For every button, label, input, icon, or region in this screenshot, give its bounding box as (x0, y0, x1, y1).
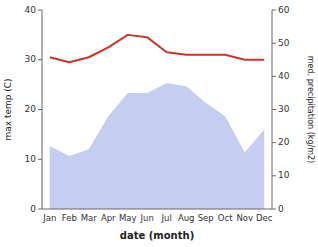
precipitation-area (50, 83, 264, 209)
y-tick (38, 159, 42, 160)
y2-tick (272, 142, 276, 143)
x-tick-label: May (119, 213, 137, 223)
y2-tick-label: 10 (278, 170, 290, 180)
y-tick (38, 109, 42, 110)
y-tick-label: 0 (30, 204, 36, 214)
x-tick-label: Dec (256, 213, 273, 223)
chart: 0 10 20 30 40 0 10 20 30 40 50 60 Jan Feb MarAprMayJun… (0, 0, 318, 247)
y2-tick (272, 43, 276, 44)
x-tick-label: Nov (236, 213, 253, 223)
y-tick-label: 40 (25, 5, 37, 15)
y2-tick (272, 109, 276, 110)
y-tick-label: 30 (25, 54, 37, 64)
y2-tick-label: 30 (278, 104, 290, 114)
y2-tick-label: 50 (278, 38, 290, 48)
y2-tick-label: 40 (278, 71, 290, 81)
plot-area (50, 35, 264, 209)
y2-tick (272, 10, 276, 11)
y2-tick-label: 20 (278, 137, 290, 147)
x-tick-label: Oct (218, 213, 233, 223)
y2-tick (272, 175, 276, 176)
y-tick (38, 209, 42, 210)
y2-tick (272, 209, 276, 210)
y-axis-title: max temp (C) (3, 78, 13, 140)
x-axis-title: date (month) (120, 230, 194, 241)
x-tick-label: Jan (42, 213, 56, 223)
y2-tick-label: 0 (278, 204, 284, 214)
y-tick (38, 10, 42, 11)
y2-tick (272, 76, 276, 77)
x-tick-label: Sep (198, 213, 214, 223)
y-tick (38, 59, 42, 60)
y2-axis-title: med. precipitation (kg/m2) (306, 56, 315, 163)
x-tick-label: Apr (101, 213, 116, 223)
x-tick-label: Jun (140, 213, 154, 223)
x-tick-label: Feb (62, 213, 77, 223)
x-tick-label: Jul (161, 213, 172, 223)
y-tick-label: 10 (25, 154, 37, 164)
y2-tick-label: 60 (278, 5, 290, 15)
x-axis-line (42, 209, 272, 210)
temperature-line (50, 35, 264, 62)
x-tick-label: Aug (178, 213, 195, 223)
x-tick-label: Mar (81, 213, 98, 223)
y-tick-label: 20 (25, 104, 37, 114)
